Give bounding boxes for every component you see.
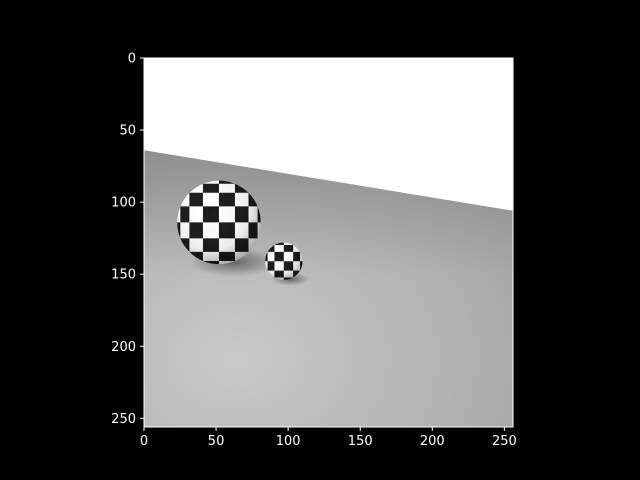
x-tick-label: 150: [348, 434, 373, 449]
checkered-sphere: [177, 180, 261, 265]
x-tick-label: 50: [208, 434, 225, 449]
y-tick-label: 250: [111, 412, 136, 427]
y-axis: 0 50 100 150 200 250: [111, 52, 144, 427]
spheres: [177, 180, 303, 280]
checkered-sphere: [265, 242, 303, 280]
axes-frame: [143, 57, 514, 428]
x-tick-label: 0: [140, 434, 148, 449]
x-tick-label: 250: [492, 434, 517, 449]
y-tick-label: 200: [111, 340, 136, 355]
x-axis: 0 50 100 150 200 250: [140, 427, 517, 449]
image-plot: [144, 58, 513, 427]
y-tick-label: 0: [128, 52, 136, 67]
y-tick-label: 150: [111, 268, 136, 283]
x-tick-label: 100: [276, 434, 301, 449]
y-tick-label: 100: [111, 196, 136, 211]
y-tick-label: 50: [119, 124, 136, 139]
x-tick-label: 200: [420, 434, 445, 449]
